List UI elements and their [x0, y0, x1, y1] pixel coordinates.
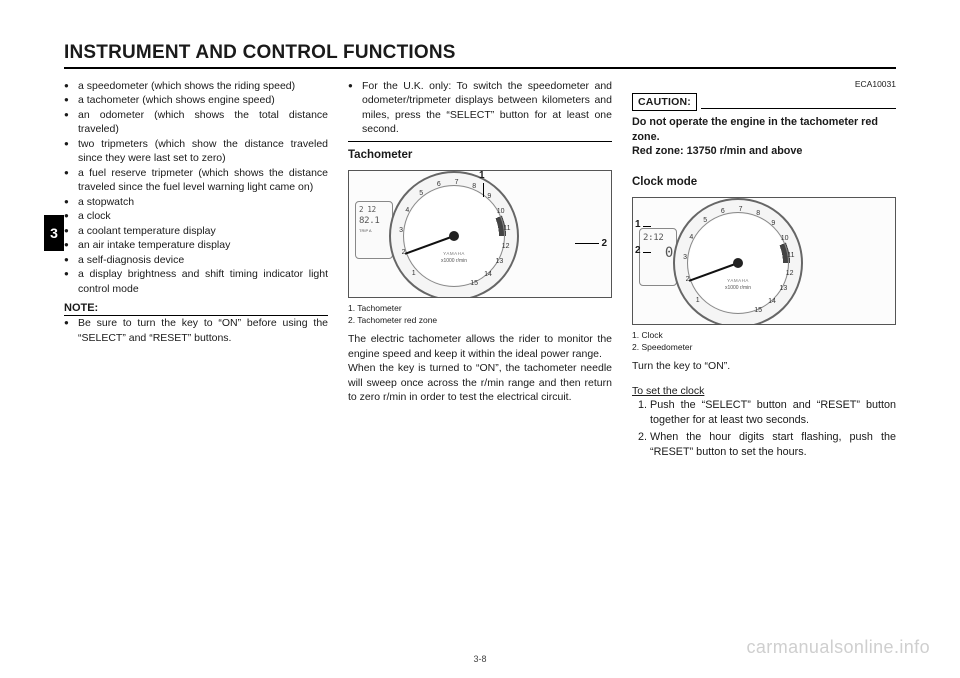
caption-row: 1. Tachometer: [348, 302, 612, 314]
caption-row: 2. Speedometer: [632, 341, 896, 353]
lcd-line: 2 12: [359, 205, 389, 215]
dial-number: 14: [768, 297, 776, 307]
gauge-unit-label: x1000 r/min: [441, 258, 467, 265]
section-title: INSTRUMENT AND CONTROL FUNCTIONS: [64, 42, 896, 69]
dial-number: 7: [739, 205, 743, 215]
tachometer-gauge: YAMAHA x1000 r/min 1 2 3 4 5 6 7 8 9 10 …: [389, 171, 519, 298]
lcd-line: TRIP A: [359, 228, 389, 234]
caption-row: 1. Clock: [632, 329, 896, 341]
dial-number: 3: [683, 253, 687, 263]
dial-number: 8: [756, 209, 760, 219]
dial-number: 1: [696, 296, 700, 306]
dial-number: 6: [437, 181, 441, 191]
lcd-speed: 0: [643, 244, 673, 263]
column-1: a speedometer (which shows the riding sp…: [64, 79, 328, 462]
list-item: a stopwatch: [64, 195, 328, 209]
list-item: a tachometer (which shows engine speed): [64, 93, 328, 107]
gauge-lcd-panel: 2:12 0: [639, 228, 677, 286]
note-label: NOTE:: [64, 301, 98, 316]
caption-row: 2. Tachometer red zone: [348, 314, 612, 326]
dial-number: 11: [503, 225, 510, 235]
caution-text-1: Do not operate the engine in the tachome…: [632, 115, 896, 144]
dial-number: 2: [686, 276, 690, 286]
dial-number: 12: [786, 269, 794, 279]
gauge-brand: YAMAHA: [443, 251, 465, 257]
feature-list: a speedometer (which shows the riding sp…: [64, 79, 328, 296]
callout-line: [483, 183, 484, 197]
list-item: an air intake temperature display: [64, 238, 328, 252]
gauge-lcd-panel: 2 12 82.1 TRIP A: [355, 201, 393, 259]
watermark: carmanualsonline.info: [746, 637, 930, 658]
dial-number: 10: [781, 234, 789, 244]
tach-paragraph-1: The electric tachometer allows the rider…: [348, 332, 612, 361]
dial-number: 5: [419, 189, 423, 199]
dial-number: 3: [399, 226, 403, 236]
gauge-hub: [449, 231, 459, 241]
lcd-line: 82.1: [359, 215, 389, 227]
callout-2: 2: [601, 237, 607, 251]
caution-label: CAUTION:: [632, 93, 697, 111]
gauge-hub: [733, 258, 743, 268]
dial-number: 1: [412, 269, 416, 279]
list-item: For the U.K. only: To switch the speedom…: [348, 79, 612, 137]
step-item: Push the “SELECT” button and “RESET” but…: [650, 398, 896, 428]
dial-number: 13: [779, 284, 787, 294]
dial-number: 4: [405, 206, 409, 216]
lcd-clock: 2:12: [643, 232, 673, 244]
list-item: a coolant temperature display: [64, 224, 328, 238]
dial-number: 9: [771, 219, 775, 229]
tachometer-gauge: YAMAHA x1000 r/min 1 2 3 4 5 6 7 8 9 10 …: [673, 198, 803, 325]
eca-code: ECA10031: [632, 79, 896, 91]
caution-rule: [701, 108, 896, 109]
dial-number: 9: [487, 192, 491, 202]
tachometer-figure: 2 12 82.1 TRIP A YAMAHA x1000 r/min 1 2 …: [348, 170, 612, 298]
set-clock-steps: Push the “SELECT” button and “RESET” but…: [632, 398, 896, 462]
dial-number: 7: [455, 178, 459, 188]
dial-number: 10: [497, 207, 505, 217]
dial-number: 13: [495, 257, 503, 267]
callout-1: 1: [635, 218, 641, 232]
column-2: For the U.K. only: To switch the speedom…: [348, 79, 612, 462]
dial-number: 6: [721, 208, 725, 218]
callout-2: 2: [635, 244, 641, 258]
separator-rule: [348, 141, 612, 142]
dial-number: 2: [402, 249, 406, 259]
gauge-unit-label: x1000 r/min: [725, 285, 751, 292]
dial-number: 12: [502, 242, 510, 252]
callout-1: 1: [479, 170, 485, 183]
dial-number: 4: [689, 233, 693, 243]
gauge-brand: YAMAHA: [727, 278, 749, 284]
callout-line: [643, 226, 651, 227]
list-item: a fuel reserve tripmeter (which shows th…: [64, 166, 328, 195]
tach-paragraph-2: When the key is turned to “ON”, the tach…: [348, 361, 612, 404]
chapter-tab: 3: [44, 215, 64, 251]
list-item: a self-diagnosis device: [64, 253, 328, 267]
clock-caption: 1. Clock 2. Speedometer: [632, 329, 896, 354]
list-item: a clock: [64, 209, 328, 223]
dial-number: 5: [703, 216, 707, 226]
clock-figure: 2:12 0 YAMAHA x1000 r/min 1 2 3 4 5 6: [632, 197, 896, 325]
dial-number: 11: [787, 252, 794, 262]
dial-number: 15: [754, 306, 762, 316]
list-item: two tripmeters (which show the distance …: [64, 137, 328, 166]
list-item: an odometer (which shows the total dista…: [64, 108, 328, 137]
dial-number: 8: [472, 182, 476, 192]
step-item: When the hour digits start flashing, pus…: [650, 430, 896, 460]
list-item: Be sure to turn the key to “ON” before u…: [64, 316, 328, 345]
callout-line: [643, 252, 651, 253]
dial-number: 14: [484, 270, 492, 280]
tachometer-heading: Tachometer: [348, 148, 612, 164]
set-clock-label: To set the clock: [632, 385, 704, 397]
callout-line: [575, 243, 599, 244]
note-list: Be sure to turn the key to “ON” before u…: [64, 316, 328, 345]
caution-text-2: Red zone: 13750 r/min and above: [632, 144, 896, 159]
dial-number: 15: [470, 279, 478, 289]
list-item: a display brightness and shift timing in…: [64, 267, 328, 296]
uk-note-list: For the U.K. only: To switch the speedom…: [348, 79, 612, 137]
list-item: a speedometer (which shows the riding sp…: [64, 79, 328, 93]
tachometer-caption: 1. Tachometer 2. Tachometer red zone: [348, 302, 612, 327]
clock-heading: Clock mode: [632, 175, 896, 191]
clock-paragraph: Turn the key to “ON”.: [632, 359, 896, 373]
column-3: ECA10031 CAUTION: Do not operate the eng…: [632, 79, 896, 462]
